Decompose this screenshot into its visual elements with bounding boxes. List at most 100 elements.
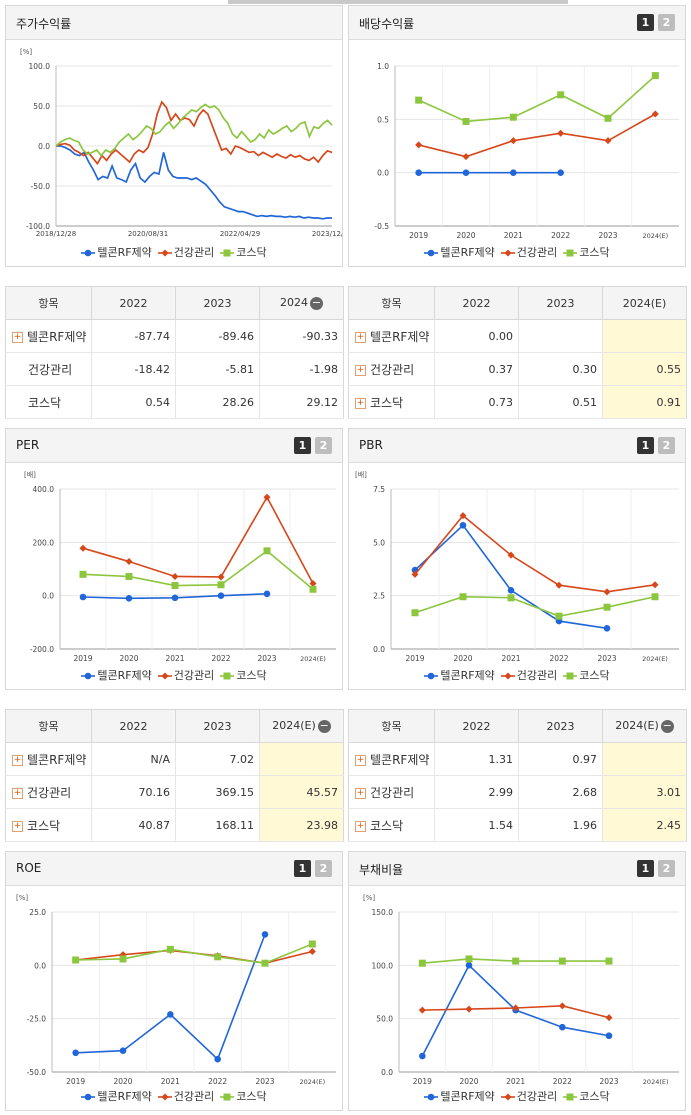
tab-1[interactable]: 1	[294, 860, 311, 877]
data-point	[309, 580, 317, 588]
table-cell: 45.57	[259, 775, 344, 809]
column-header-item: 항목	[348, 709, 435, 743]
legend-item-health[interactable]: 건강관리	[500, 1088, 557, 1104]
data-point	[651, 581, 659, 589]
x-tick-label: 2020	[119, 654, 138, 663]
header-label: 항목	[381, 297, 402, 310]
legend-item-kosdaq[interactable]: 코스닥	[563, 1088, 610, 1104]
series-telcon	[411, 521, 611, 632]
x-tick-label: 2022	[549, 654, 568, 663]
legend-item-health[interactable]: 건강관리	[157, 1088, 214, 1104]
chart-plot: [배] 400.0 200.0 0.0 -200.0 2019 2020 2021 2022 20…	[24, 470, 336, 663]
data-point	[465, 955, 473, 963]
table-cell: -87.74	[91, 319, 176, 353]
legend-item-telcon[interactable]: 텔콘RF제약	[424, 1088, 495, 1104]
x-tick-label: 2019	[66, 1077, 85, 1086]
expand-icon[interactable]: +	[355, 787, 366, 799]
data-point	[510, 169, 517, 176]
data-point	[651, 593, 659, 601]
roe-chart-panel: ROE 1 2 [%] 25.0 0.0 -25.0 -50.0 2019 2020 2021…	[5, 851, 343, 1111]
expand-icon[interactable]: +	[355, 754, 366, 766]
column-header-year: 2024(E)	[602, 286, 687, 320]
legend-label: 텔콘RF제약	[97, 246, 152, 259]
chart-header: PBR 1 2	[349, 429, 685, 463]
tab-1[interactable]: 1	[637, 860, 654, 877]
top-edge-bar	[228, 0, 568, 4]
tab-2[interactable]: 2	[658, 437, 675, 454]
legend-swatch	[220, 249, 235, 257]
expand-icon[interactable]: +	[12, 331, 23, 343]
per-table: 항목 2022 2023 2024(E) − + 텔콘RF제약 N/A 7.02 + 건강관리 70.…	[5, 709, 344, 842]
legend-item-telcon[interactable]: 텔콘RF제약	[81, 244, 152, 260]
y-tick-label: -0.5	[374, 222, 389, 231]
table-cell: 0.30	[518, 352, 603, 386]
legend-item-health[interactable]: 건강관리	[500, 244, 557, 260]
legend-label: 텔콘RF제약	[97, 1090, 152, 1103]
y-tick-label: -50.0	[27, 1068, 47, 1077]
y-tick-label: 0.5	[377, 115, 389, 124]
legend-marker	[504, 672, 512, 680]
legend-swatch	[81, 672, 96, 680]
tab-1[interactable]: 1	[294, 437, 311, 454]
row-label: 코스닥	[28, 395, 62, 410]
legend-item-health[interactable]: 건강관리	[500, 667, 558, 683]
legend-item-health[interactable]: 건강관리	[157, 244, 214, 260]
legend-item-kosdaq[interactable]: 코스닥	[220, 1088, 267, 1104]
expand-icon[interactable]: +	[355, 820, 366, 832]
series-health	[79, 493, 317, 588]
column-header-year: 2024−	[259, 286, 344, 320]
tab-1[interactable]: 1	[637, 437, 654, 454]
data-point	[415, 169, 422, 176]
column-header-year: 2024(E) −	[602, 709, 687, 743]
legend-item-health[interactable]: 건강관리	[157, 667, 214, 683]
expand-icon[interactable]: +	[12, 754, 23, 766]
tab-2[interactable]: 2	[658, 14, 675, 31]
dividend-yield-chart-panel: 배당수익률 1 2 1.0 0.5 0.0 -0.5 2019 2020 2021 2022 2…	[348, 5, 686, 267]
data-point	[171, 594, 179, 602]
legend-item-telcon[interactable]: 텔콘RF제약	[81, 667, 152, 683]
data-point	[462, 117, 470, 125]
expand-icon[interactable]: +	[12, 787, 23, 799]
legend-item-kosdaq[interactable]: 코스닥	[563, 244, 610, 260]
column-header-year: 2022	[434, 286, 519, 320]
tab-2[interactable]: 2	[658, 860, 675, 877]
table-cell	[602, 319, 687, 353]
y-tick-label: 100.0	[372, 961, 394, 970]
legend-item-kosdaq[interactable]: 코스닥	[563, 667, 610, 683]
y-tick-label: 1.0	[377, 62, 389, 71]
series-health	[415, 110, 659, 161]
expand-icon[interactable]: +	[355, 331, 366, 343]
expand-icon[interactable]: +	[355, 397, 366, 409]
data-point	[418, 959, 426, 967]
chart-header: PER 1 2	[6, 429, 342, 463]
legend-item-telcon[interactable]: 텔콘RF제약	[81, 1088, 152, 1104]
series-health	[411, 512, 659, 596]
stock-return-chart-panel: 주가수익률 [%] 100.0 50.0 0.0 -50.0 -100.0 2018/12/…	[5, 5, 343, 267]
chart-plot: [%]25.0 0.0 -25.0 -50.0 2019 2020 2021 2022 2023…	[16, 894, 336, 1086]
chart-header: 주가수익률	[6, 6, 342, 40]
legend-item-telcon[interactable]: 텔콘RF제약	[424, 667, 495, 683]
legend-label: 건강관리	[516, 669, 558, 682]
legend-marker	[161, 1093, 169, 1101]
chart-plot: [%] 150.0 100.0 50.0 0.0 2019 2020 2021 2022 2023…	[363, 894, 679, 1086]
row-label-cell: + 코스닥	[5, 808, 92, 842]
row-label-cell: + 텔콘RF제약	[348, 742, 435, 776]
column-header-item: 항목	[5, 709, 92, 743]
tab-2[interactable]: 2	[315, 437, 332, 454]
collapse-icon[interactable]: −	[660, 718, 674, 733]
column-header-year: 2023	[175, 709, 260, 743]
legend-item-telcon[interactable]: 텔콘RF제약	[424, 244, 495, 260]
expand-icon[interactable]: +	[12, 820, 23, 832]
tab-2[interactable]: 2	[315, 860, 332, 877]
tab-1[interactable]: 1	[637, 14, 654, 31]
legend-item-kosdaq[interactable]: 코스닥	[220, 667, 267, 683]
data-point	[167, 1011, 174, 1018]
row-label: 텔콘RF제약	[370, 752, 430, 767]
expand-icon[interactable]: +	[355, 364, 366, 376]
collapse-icon[interactable]: −	[317, 718, 331, 733]
legend-item-kosdaq[interactable]: 코스닥	[220, 244, 267, 260]
column-header-year: 2023	[518, 286, 603, 320]
collapse-icon[interactable]: −	[310, 295, 323, 310]
table-row: + 건강관리 70.16 369.15 45.57	[5, 775, 344, 809]
data-point	[411, 570, 419, 578]
